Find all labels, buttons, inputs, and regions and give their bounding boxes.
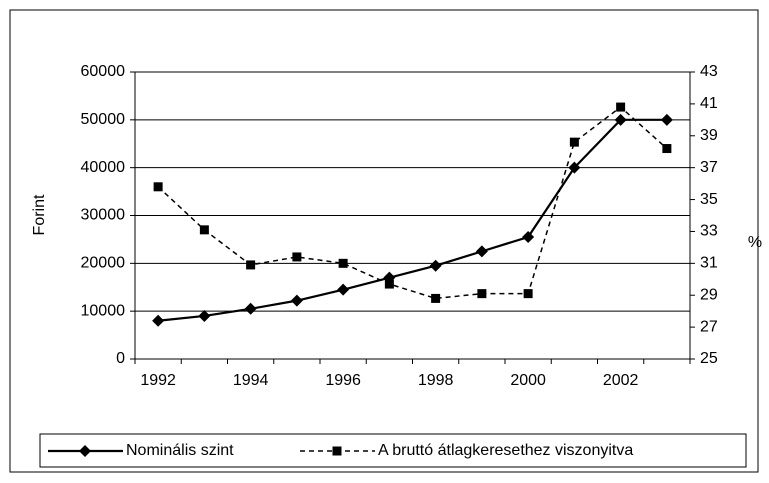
legend-marker: [332, 446, 342, 456]
data-point: [337, 283, 350, 296]
y2-tick-label: 33: [700, 223, 718, 240]
data-point: [660, 113, 673, 126]
chart-border: [9, 9, 759, 473]
data-point: [153, 182, 163, 192]
y2-tick-label: 39: [700, 127, 718, 144]
data-point: [616, 102, 626, 112]
y2-tick-label: 27: [700, 318, 718, 335]
data-point: [199, 225, 209, 235]
y-tick-label: 0: [116, 350, 125, 367]
y-tick-label: 50000: [81, 111, 126, 128]
y-tick-label: 30000: [81, 207, 126, 224]
x-tick-label: 1998: [418, 372, 454, 389]
data-point: [522, 231, 535, 244]
y2-tick-label: 31: [700, 255, 718, 272]
x-tick-label: 2002: [603, 372, 639, 389]
data-point: [429, 259, 442, 272]
y2-tick-label: 41: [700, 95, 718, 112]
y2-tick-label: 25: [700, 350, 718, 367]
data-point: [569, 137, 579, 147]
x-tick-label: 2000: [510, 372, 546, 389]
data-point: [198, 309, 211, 322]
legend-marker: [79, 445, 91, 457]
legend-label: Nominális szint: [126, 442, 234, 459]
data-point: [338, 258, 348, 268]
y2-tick-label: 43: [700, 63, 718, 80]
data-point: [614, 113, 627, 126]
data-point: [244, 302, 257, 315]
data-point: [568, 161, 581, 174]
legend-label: A bruttó átlagkeresethez viszonyitva: [378, 442, 633, 459]
y-axis-label: Forint: [31, 194, 48, 235]
y-tick-label: 40000: [81, 159, 126, 176]
data-point: [384, 279, 394, 289]
data-point: [475, 245, 488, 258]
y2-axis-label: %: [748, 234, 762, 251]
series-line: [157, 106, 668, 300]
y-tick-label: 60000: [81, 63, 126, 80]
y-tick-label: 20000: [81, 255, 126, 272]
data-point: [431, 293, 441, 303]
data-point: [246, 260, 256, 270]
y-tick-label: 10000: [81, 302, 126, 319]
y2-tick-label: 37: [700, 159, 718, 176]
data-point: [523, 289, 533, 299]
data-point: [290, 294, 303, 307]
x-tick-label: 1994: [233, 372, 269, 389]
data-point: [152, 314, 165, 327]
legend-box: [39, 433, 747, 468]
series-line: [158, 118, 667, 322]
data-point: [292, 252, 302, 262]
data-point: [477, 289, 487, 299]
data-point: [662, 144, 672, 154]
y2-tick-label: 35: [700, 191, 718, 208]
y2-tick-label: 29: [700, 286, 718, 303]
x-tick-label: 1996: [325, 372, 361, 389]
x-tick-label: 1992: [140, 372, 176, 389]
